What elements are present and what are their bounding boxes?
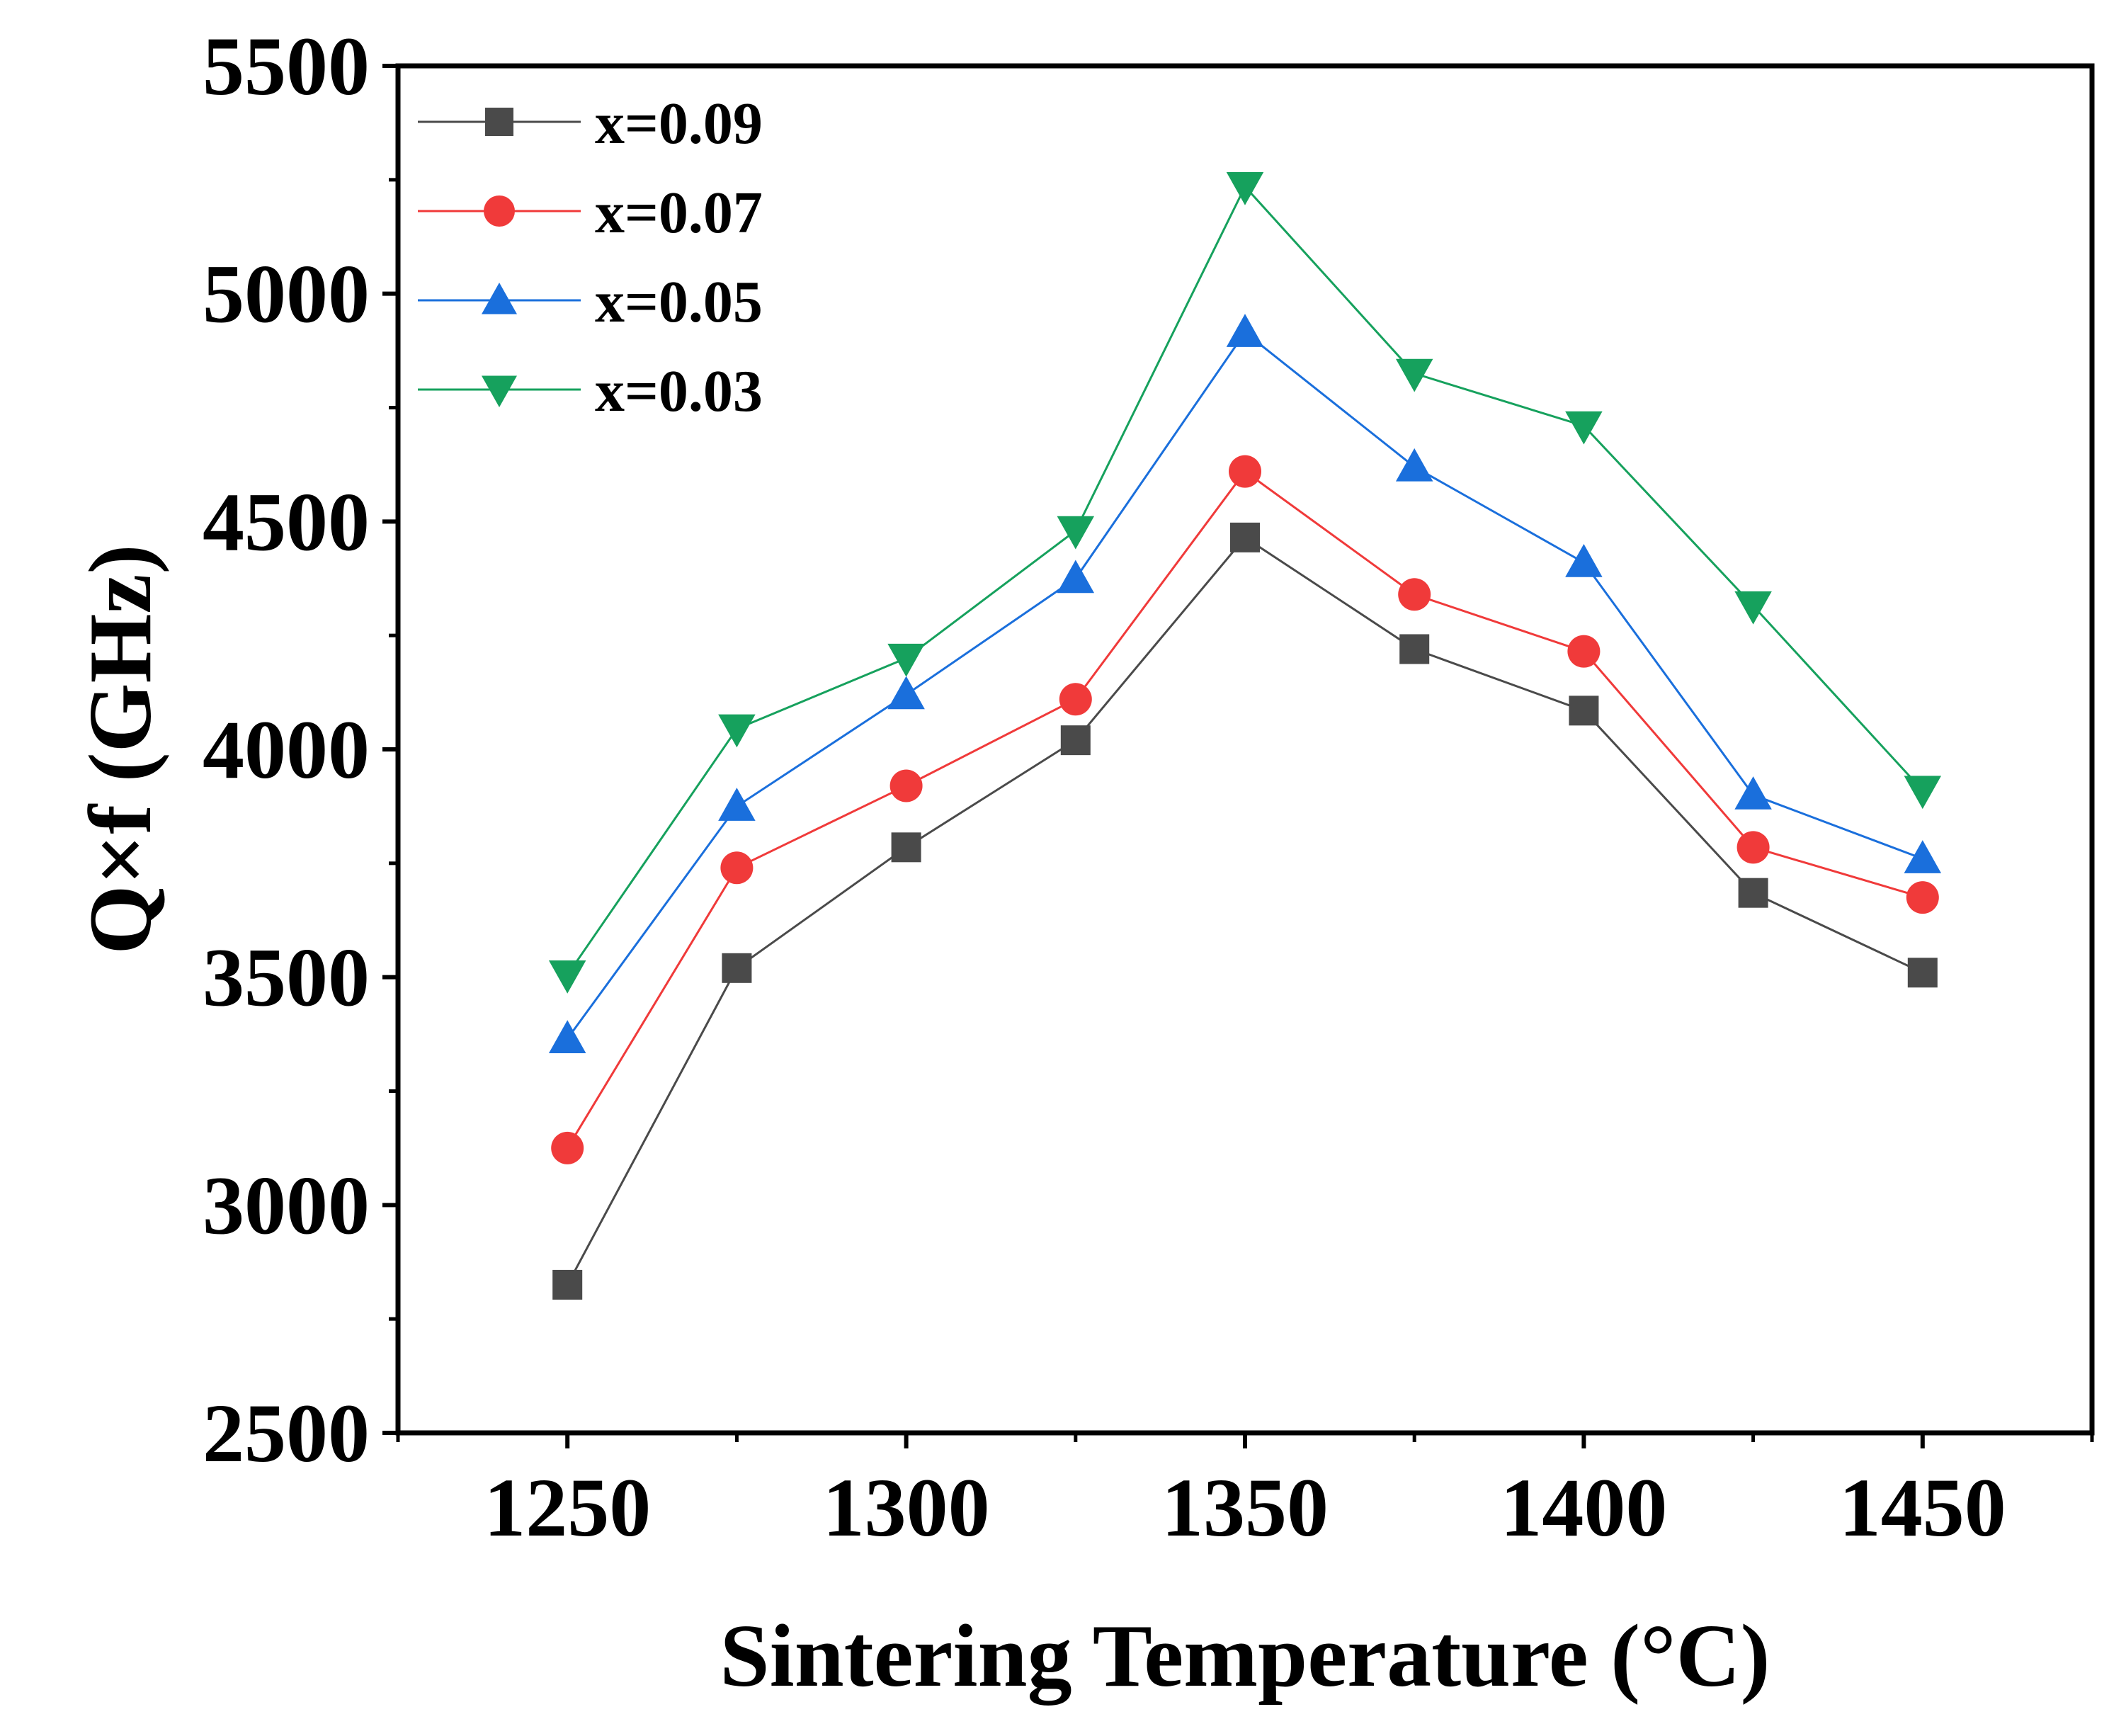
series-x=0.07 xyxy=(551,455,1939,1164)
x-tick-label: 1400 xyxy=(1500,1461,1667,1554)
y-tick-label: 3000 xyxy=(203,1159,370,1252)
data-point xyxy=(1395,358,1433,392)
legend-item: x=0.07 xyxy=(418,180,763,246)
data-point xyxy=(1734,591,1772,625)
legend-label: x=0.03 xyxy=(595,358,763,424)
y-axis: 2500 3000 3500 4000 4500 5000 5500 xyxy=(203,20,398,1480)
data-point xyxy=(548,1020,586,1053)
legend-item: x=0.09 xyxy=(418,91,763,157)
data-point xyxy=(718,714,756,748)
data-point xyxy=(1398,578,1431,611)
x-axis-title: Sintering Temperature (°C) xyxy=(720,1607,1770,1706)
data-point xyxy=(720,851,754,885)
legend: x=0.09 x=0.07 x=0.05 x=0.03 xyxy=(418,91,763,424)
data-point xyxy=(887,643,925,677)
data-point xyxy=(1229,455,1261,488)
data-point xyxy=(1060,725,1091,756)
data-point xyxy=(889,769,923,802)
data-point xyxy=(1904,776,1942,810)
y-tick-label: 5000 xyxy=(203,248,370,341)
legend-marker xyxy=(485,108,513,136)
series-layer xyxy=(548,172,1942,1300)
series-x=0.05 xyxy=(548,314,1942,1053)
data-point xyxy=(1907,958,1938,988)
data-point xyxy=(718,788,756,821)
series-line xyxy=(566,331,1923,1040)
data-point xyxy=(1399,634,1430,664)
series-x=0.03 xyxy=(548,172,1942,994)
data-point xyxy=(1226,172,1264,205)
series-line xyxy=(566,470,1923,1149)
data-point xyxy=(1057,516,1095,550)
x-axis: 1250 1300 1350 1400 1450 xyxy=(396,1433,2094,1554)
data-point xyxy=(552,1269,583,1300)
data-point xyxy=(551,1131,584,1164)
x-tick-label: 1250 xyxy=(484,1461,651,1554)
legend-marker xyxy=(482,283,517,314)
series-x=0.09 xyxy=(552,522,1938,1300)
y-tick-label: 4500 xyxy=(203,475,370,568)
y-tick-label: 2500 xyxy=(203,1387,370,1480)
data-point xyxy=(891,832,921,863)
x-tick-label: 1300 xyxy=(823,1461,990,1554)
series-line xyxy=(566,535,1923,1286)
data-point xyxy=(1904,840,1942,873)
legend-label: x=0.09 xyxy=(595,91,763,157)
y-tick-label: 4000 xyxy=(203,703,370,796)
x-tick-label: 1450 xyxy=(1839,1461,2006,1554)
data-point xyxy=(1230,522,1260,552)
y-tick-label: 3500 xyxy=(203,931,370,1024)
y-tick-label: 5500 xyxy=(203,20,370,113)
data-point xyxy=(1734,776,1772,810)
legend-item: x=0.03 xyxy=(418,358,763,424)
data-point xyxy=(1567,635,1601,668)
legend-item: x=0.05 xyxy=(418,269,763,335)
legend-label: x=0.05 xyxy=(595,269,763,335)
legend-marker xyxy=(482,375,517,407)
x-tick-label: 1350 xyxy=(1161,1461,1329,1554)
data-point xyxy=(1565,543,1603,577)
data-point xyxy=(1738,878,1768,908)
legend-label: x=0.07 xyxy=(595,180,763,246)
data-point xyxy=(887,676,925,710)
legend-marker xyxy=(484,195,515,227)
data-point xyxy=(1736,831,1770,864)
data-point xyxy=(1565,411,1603,445)
data-point xyxy=(1059,683,1092,716)
data-point xyxy=(722,953,752,983)
data-point xyxy=(1395,448,1433,482)
data-point xyxy=(1226,314,1264,347)
data-point xyxy=(1906,881,1939,914)
data-point xyxy=(1569,696,1599,726)
data-point xyxy=(1057,560,1095,594)
y-axis-title: Q×f (GHz) xyxy=(72,544,170,954)
data-point xyxy=(548,960,586,994)
